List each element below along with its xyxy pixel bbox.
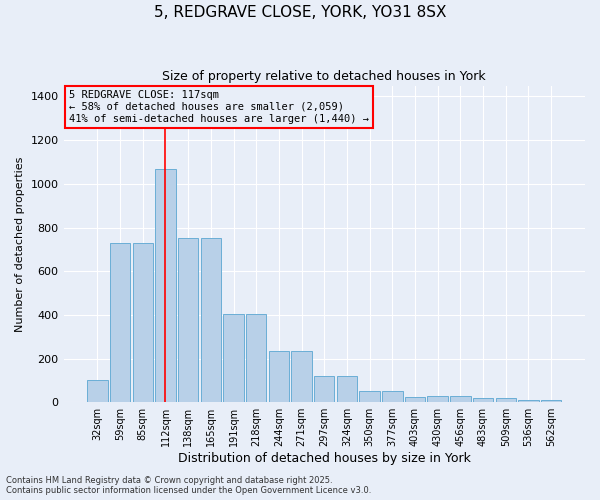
Bar: [405, 396, 425, 402]
Text: Contains HM Land Registry data © Crown copyright and database right 2025.
Contai: Contains HM Land Registry data © Crown c…: [6, 476, 371, 495]
Bar: [314, 376, 334, 402]
Bar: [292, 351, 312, 402]
Bar: [427, 396, 448, 402]
Bar: [110, 243, 130, 402]
Y-axis label: Number of detached properties: Number of detached properties: [15, 156, 25, 332]
Bar: [541, 400, 561, 402]
Bar: [337, 376, 357, 402]
Bar: [359, 392, 380, 402]
Bar: [382, 392, 403, 402]
Bar: [246, 314, 266, 402]
X-axis label: Distribution of detached houses by size in York: Distribution of detached houses by size …: [178, 452, 471, 465]
Bar: [155, 168, 176, 402]
Bar: [269, 351, 289, 402]
Bar: [87, 380, 107, 402]
Bar: [450, 396, 470, 402]
Bar: [473, 398, 493, 402]
Title: Size of property relative to detached houses in York: Size of property relative to detached ho…: [163, 70, 486, 83]
Bar: [223, 314, 244, 402]
Text: 5 REDGRAVE CLOSE: 117sqm
← 58% of detached houses are smaller (2,059)
41% of sem: 5 REDGRAVE CLOSE: 117sqm ← 58% of detach…: [69, 90, 369, 124]
Bar: [496, 398, 516, 402]
Bar: [178, 238, 199, 402]
Bar: [518, 400, 539, 402]
Bar: [200, 238, 221, 402]
Bar: [133, 243, 153, 402]
Text: 5, REDGRAVE CLOSE, YORK, YO31 8SX: 5, REDGRAVE CLOSE, YORK, YO31 8SX: [154, 5, 446, 20]
